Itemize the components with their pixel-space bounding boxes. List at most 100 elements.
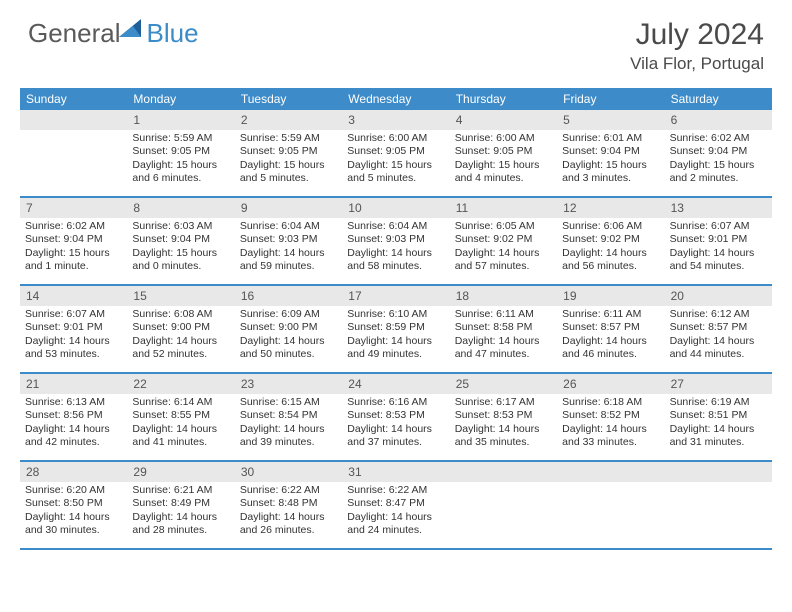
weekday-header: Saturday [665,88,772,110]
daylight-text: Daylight: 14 hours and 24 minutes. [347,511,444,538]
sunset-text: Sunset: 8:51 PM [670,409,767,422]
day-number: 2 [235,110,342,130]
day-number: 14 [20,286,127,306]
sunrise-text: Sunrise: 6:15 AM [240,396,337,409]
day-details: Sunrise: 6:00 AMSunset: 9:05 PMDaylight:… [342,130,449,190]
day-number: 16 [235,286,342,306]
day-cell [450,462,557,548]
day-number: 30 [235,462,342,482]
sunrise-text: Sunrise: 6:22 AM [347,484,444,497]
day-number: 26 [557,374,664,394]
day-details: Sunrise: 6:17 AMSunset: 8:53 PMDaylight:… [450,394,557,454]
day-cell: 21Sunrise: 6:13 AMSunset: 8:56 PMDayligh… [20,374,127,460]
day-cell: 27Sunrise: 6:19 AMSunset: 8:51 PMDayligh… [665,374,772,460]
daylight-text: Daylight: 15 hours and 2 minutes. [670,159,767,186]
day-cell: 24Sunrise: 6:16 AMSunset: 8:53 PMDayligh… [342,374,449,460]
day-number: 18 [450,286,557,306]
day-number: 4 [450,110,557,130]
day-cell: 18Sunrise: 6:11 AMSunset: 8:58 PMDayligh… [450,286,557,372]
daylight-text: Daylight: 14 hours and 49 minutes. [347,335,444,362]
sunrise-text: Sunrise: 6:04 AM [240,220,337,233]
sunrise-text: Sunrise: 6:04 AM [347,220,444,233]
sunrise-text: Sunrise: 6:21 AM [132,484,229,497]
daylight-text: Daylight: 14 hours and 59 minutes. [240,247,337,274]
day-number [665,462,772,482]
weeks-container: 1Sunrise: 5:59 AMSunset: 9:05 PMDaylight… [20,110,772,550]
month-title: July 2024 [630,18,764,52]
sunrise-text: Sunrise: 6:10 AM [347,308,444,321]
sunset-text: Sunset: 9:05 PM [132,145,229,158]
day-cell: 11Sunrise: 6:05 AMSunset: 9:02 PMDayligh… [450,198,557,284]
daylight-text: Daylight: 14 hours and 52 minutes. [132,335,229,362]
sunset-text: Sunset: 8:56 PM [25,409,122,422]
day-cell: 5Sunrise: 6:01 AMSunset: 9:04 PMDaylight… [557,110,664,196]
day-details: Sunrise: 6:13 AMSunset: 8:56 PMDaylight:… [20,394,127,454]
day-cell: 15Sunrise: 6:08 AMSunset: 9:00 PMDayligh… [127,286,234,372]
day-details: Sunrise: 6:11 AMSunset: 8:57 PMDaylight:… [557,306,664,366]
sunset-text: Sunset: 9:04 PM [562,145,659,158]
sunset-text: Sunset: 9:04 PM [132,233,229,246]
daylight-text: Daylight: 14 hours and 44 minutes. [670,335,767,362]
day-cell: 17Sunrise: 6:10 AMSunset: 8:59 PMDayligh… [342,286,449,372]
day-number: 23 [235,374,342,394]
weekday-header: Wednesday [342,88,449,110]
sunset-text: Sunset: 8:49 PM [132,497,229,510]
daylight-text: Daylight: 14 hours and 57 minutes. [455,247,552,274]
sunset-text: Sunset: 9:02 PM [455,233,552,246]
location-label: Vila Flor, Portugal [630,54,764,74]
sunrise-text: Sunrise: 6:01 AM [562,132,659,145]
day-cell: 20Sunrise: 6:12 AMSunset: 8:57 PMDayligh… [665,286,772,372]
daylight-text: Daylight: 14 hours and 42 minutes. [25,423,122,450]
sunset-text: Sunset: 9:05 PM [347,145,444,158]
day-number: 15 [127,286,234,306]
sunset-text: Sunset: 8:48 PM [240,497,337,510]
day-details: Sunrise: 5:59 AMSunset: 9:05 PMDaylight:… [235,130,342,190]
sunrise-text: Sunrise: 5:59 AM [240,132,337,145]
day-details: Sunrise: 5:59 AMSunset: 9:05 PMDaylight:… [127,130,234,190]
daylight-text: Daylight: 14 hours and 35 minutes. [455,423,552,450]
sunset-text: Sunset: 9:03 PM [347,233,444,246]
week-row: 28Sunrise: 6:20 AMSunset: 8:50 PMDayligh… [20,462,772,550]
day-details: Sunrise: 6:02 AMSunset: 9:04 PMDaylight:… [20,218,127,278]
sunrise-text: Sunrise: 6:12 AM [670,308,767,321]
day-cell: 3Sunrise: 6:00 AMSunset: 9:05 PMDaylight… [342,110,449,196]
day-cell [665,462,772,548]
day-details: Sunrise: 6:04 AMSunset: 9:03 PMDaylight:… [342,218,449,278]
sunset-text: Sunset: 8:55 PM [132,409,229,422]
logo-text-general: General [28,18,121,49]
sunrise-text: Sunrise: 6:06 AM [562,220,659,233]
day-cell: 4Sunrise: 6:00 AMSunset: 9:05 PMDaylight… [450,110,557,196]
daylight-text: Daylight: 15 hours and 4 minutes. [455,159,552,186]
sunset-text: Sunset: 9:04 PM [670,145,767,158]
daylight-text: Daylight: 14 hours and 37 minutes. [347,423,444,450]
sunset-text: Sunset: 9:02 PM [562,233,659,246]
day-number: 9 [235,198,342,218]
daylight-text: Daylight: 14 hours and 54 minutes. [670,247,767,274]
day-cell: 10Sunrise: 6:04 AMSunset: 9:03 PMDayligh… [342,198,449,284]
weekday-header: Thursday [450,88,557,110]
day-details: Sunrise: 6:07 AMSunset: 9:01 PMDaylight:… [20,306,127,366]
sunrise-text: Sunrise: 5:59 AM [132,132,229,145]
day-cell [20,110,127,196]
sunrise-text: Sunrise: 6:00 AM [347,132,444,145]
daylight-text: Daylight: 14 hours and 33 minutes. [562,423,659,450]
daylight-text: Daylight: 15 hours and 5 minutes. [347,159,444,186]
sunset-text: Sunset: 9:00 PM [240,321,337,334]
day-details: Sunrise: 6:03 AMSunset: 9:04 PMDaylight:… [127,218,234,278]
day-cell: 30Sunrise: 6:22 AMSunset: 8:48 PMDayligh… [235,462,342,548]
sunset-text: Sunset: 9:05 PM [455,145,552,158]
day-cell: 7Sunrise: 6:02 AMSunset: 9:04 PMDaylight… [20,198,127,284]
logo: General Blue [28,18,199,49]
sunrise-text: Sunrise: 6:16 AM [347,396,444,409]
day-details: Sunrise: 6:11 AMSunset: 8:58 PMDaylight:… [450,306,557,366]
day-cell: 28Sunrise: 6:20 AMSunset: 8:50 PMDayligh… [20,462,127,548]
daylight-text: Daylight: 14 hours and 47 minutes. [455,335,552,362]
day-number: 29 [127,462,234,482]
sunrise-text: Sunrise: 6:02 AM [25,220,122,233]
day-details: Sunrise: 6:06 AMSunset: 9:02 PMDaylight:… [557,218,664,278]
sunrise-text: Sunrise: 6:13 AM [25,396,122,409]
day-details: Sunrise: 6:21 AMSunset: 8:49 PMDaylight:… [127,482,234,542]
day-number: 10 [342,198,449,218]
day-cell [557,462,664,548]
day-number: 5 [557,110,664,130]
